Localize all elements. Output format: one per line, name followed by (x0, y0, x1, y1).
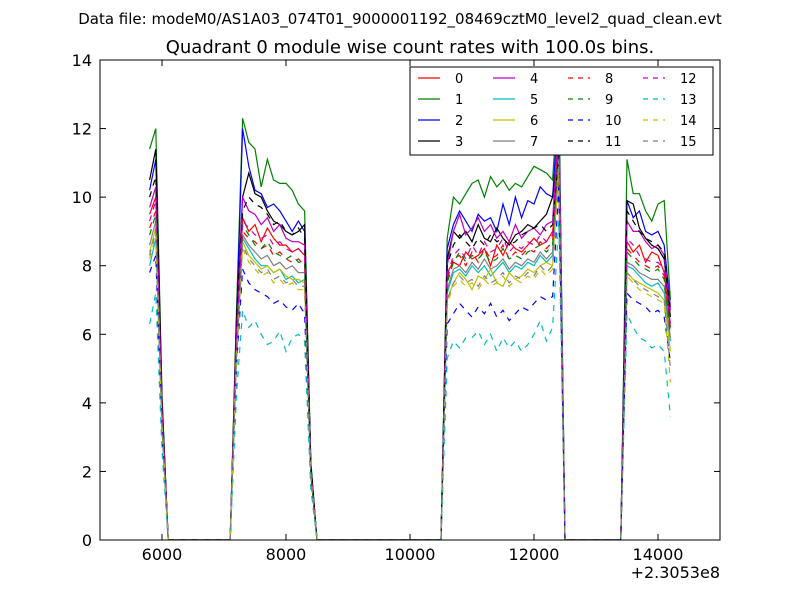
y-tick-label: 2 (82, 462, 92, 481)
legend-label-9: 9 (605, 93, 613, 108)
y-tick-label: 8 (82, 257, 92, 276)
legend-label-3: 3 (455, 135, 463, 150)
y-tick-label: 12 (72, 120, 92, 139)
legend-label-0: 0 (455, 72, 463, 87)
chart-title: Quadrant 0 module wise count rates with … (166, 37, 655, 58)
legend-label-12: 12 (680, 72, 697, 87)
legend-label-4: 4 (530, 72, 538, 87)
x-offset-label: +2.3053e8 (631, 563, 720, 582)
y-tick-label: 0 (82, 531, 92, 550)
x-tick-label: 8000 (266, 545, 307, 564)
legend-label-6: 6 (530, 114, 538, 129)
series-line-15 (149, 159, 671, 540)
legend-label-15: 15 (680, 135, 697, 150)
legend-label-8: 8 (605, 72, 613, 87)
x-tick-label: 10000 (385, 545, 436, 564)
x-tick-label: 12000 (509, 545, 560, 564)
x-tick-label: 14000 (633, 545, 684, 564)
legend-label-2: 2 (455, 114, 463, 129)
series-line-3 (149, 145, 671, 540)
legend-label-7: 7 (530, 135, 538, 150)
legend-label-5: 5 (530, 93, 538, 108)
legend-label-11: 11 (605, 135, 622, 150)
legend-label-14: 14 (680, 114, 697, 129)
series-line-13 (149, 221, 671, 540)
data-file-suptitle: Data file: modeM0/AS1A03_074T01_90000011… (78, 10, 722, 29)
y-tick-label: 10 (72, 188, 92, 207)
series-layer (149, 83, 671, 540)
y-tick-label: 14 (72, 51, 92, 70)
legend-label-10: 10 (605, 114, 622, 129)
legend-label-1: 1 (455, 93, 463, 108)
y-tick-label: 6 (82, 325, 92, 344)
legend-label-13: 13 (680, 93, 697, 108)
legend-frame (409, 66, 714, 156)
y-tick-label: 4 (82, 394, 92, 413)
x-tick-label: 6000 (142, 545, 183, 564)
